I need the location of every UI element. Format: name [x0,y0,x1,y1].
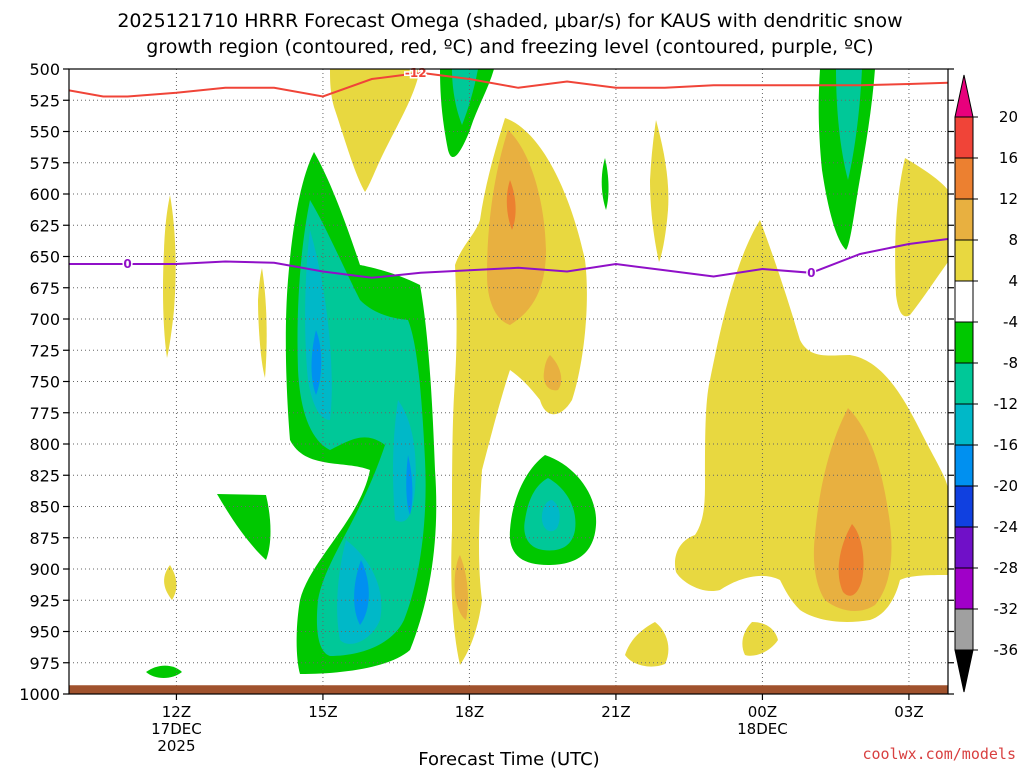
omega-neg-small-spike [601,158,609,210]
x-tick-label: 00Z [748,703,777,721]
credit-link[interactable]: coolwx.com/models [862,745,1016,763]
y-tick-label: 575 [29,154,60,173]
y-tick-label: 775 [29,404,60,423]
x-tick-date: 18DEC [737,720,788,738]
y-tick-label: 925 [29,591,60,610]
omega-pos-right-spike [650,120,669,262]
omega-neg-bottom-left [146,665,182,678]
y-tick-label: 525 [29,91,60,110]
y-tick-label: 625 [29,216,60,235]
omega-pos-small-left [164,565,177,600]
colorbar-label: -36 [994,641,1019,659]
colorbar-segment [954,280,974,323]
colorbar-segment [954,116,974,159]
x-axis-title: Forecast Time (UTC) [418,749,599,768]
colorbar-segment [954,239,974,282]
freezing-level-contour-line [69,238,948,279]
omega-neg-main-band-8 [297,200,426,656]
omega-neg-main-band-16 [311,330,413,625]
x-tick-label: 21Z [601,703,630,721]
colorbar-label: 8 [1008,231,1018,249]
omega-pos-right-big-8 [813,408,892,612]
y-axis: 500 525 550 575 600 625 650 675 700 725 750 775 800 8… [19,60,954,704]
x-tick-label: 18Z [455,703,484,721]
y-tick-label: 725 [29,341,60,360]
y-tick-label: 675 [29,279,60,298]
omega-neg-main-band-12 [305,230,416,644]
colorbar-label: -12 [994,395,1019,413]
y-tick-label: 650 [29,248,60,267]
omega-neg-top-2-8 [836,69,862,180]
colorbar-arrow-bottom [954,649,974,693]
omega-neg-top-1-8 [452,69,478,125]
colorbar-segment [954,444,974,487]
colorbar-label: -4 [1003,313,1018,331]
y-tick-label: 825 [29,466,60,485]
colorbar-label: -24 [994,518,1019,536]
colorbar-label: -16 [994,436,1019,454]
colorbar-arrow-top [954,74,974,118]
omega-pos-mid-column-8 [454,130,562,620]
colorbar-label: -32 [994,600,1019,618]
y-tick-label: 875 [29,529,60,548]
y-tick-label: 750 [29,373,60,392]
colorbar-segment [954,608,974,651]
x-tick-year: 2025 [157,737,195,755]
y-tick-label: 975 [29,654,60,673]
y-tick-label: 950 [29,623,60,642]
omega-pos-right-top [895,158,948,317]
freezing-contour-label: 0 [807,266,815,280]
omega-pos-left-spike [163,195,176,358]
omega-neg-mid-blob-12 [541,500,560,532]
chart-title-line1: 2025121710 HRRR Forecast Omega (shaded, … [117,10,902,32]
omega-pos-bottom-right [742,622,778,656]
colorbar-label: 20 [999,108,1018,126]
freezing-contour-label: 0 [123,257,131,271]
y-tick-label: 900 [29,560,60,579]
colorbar-segment [954,526,974,569]
y-tick-label: 500 [29,60,60,79]
dgz-contour-line [69,71,948,98]
colorbar-label: -28 [994,559,1019,577]
y-tick-label: 800 [29,435,60,454]
colorbar-segment [954,157,974,200]
x-tick-label: 15Z [308,703,337,721]
colorbar-segment [954,321,974,364]
colorbar-segment [954,362,974,405]
dgz-contour-label: -12 [405,66,427,80]
colorbar-label: 12 [999,190,1018,208]
y-tick-label: 600 [29,185,60,204]
y-tick-label: 700 [29,310,60,329]
y-tick-label: 1000 [19,685,60,704]
omega-pos-mid-column [451,118,587,665]
colorbar: 20 16 12 8 4 -4 -8 -12 -16 -20 -24 -28 -32 -36 [954,74,1019,693]
colorbar-label: 4 [1008,272,1018,290]
omega-pos-left-spike-2 [258,268,267,378]
colorbar-segment [954,567,974,610]
ground-surface [69,685,948,694]
x-tick-label: 12Z [162,703,191,721]
x-tick-date: 17DEC [151,720,202,738]
y-tick-label: 550 [29,123,60,142]
colorbar-segment [954,403,974,446]
x-tick-label: 03Z [894,703,923,721]
omega-pos-mid-column-12 [506,180,516,230]
y-tick-label: 850 [29,498,60,517]
omega-pos-right-big-12 [838,524,864,596]
colorbar-label: -20 [994,477,1019,495]
colorbar-label: 16 [999,149,1018,167]
chart-title-line2: growth region (contoured, red, ºC) and f… [146,36,873,58]
omega-neg-left-blob [217,494,271,560]
omega-shading [146,69,948,678]
colorbar-segment [954,198,974,241]
colorbar-label: -8 [1003,354,1018,372]
colorbar-segment [954,485,974,528]
omega-pos-bottom-mid [625,622,669,667]
